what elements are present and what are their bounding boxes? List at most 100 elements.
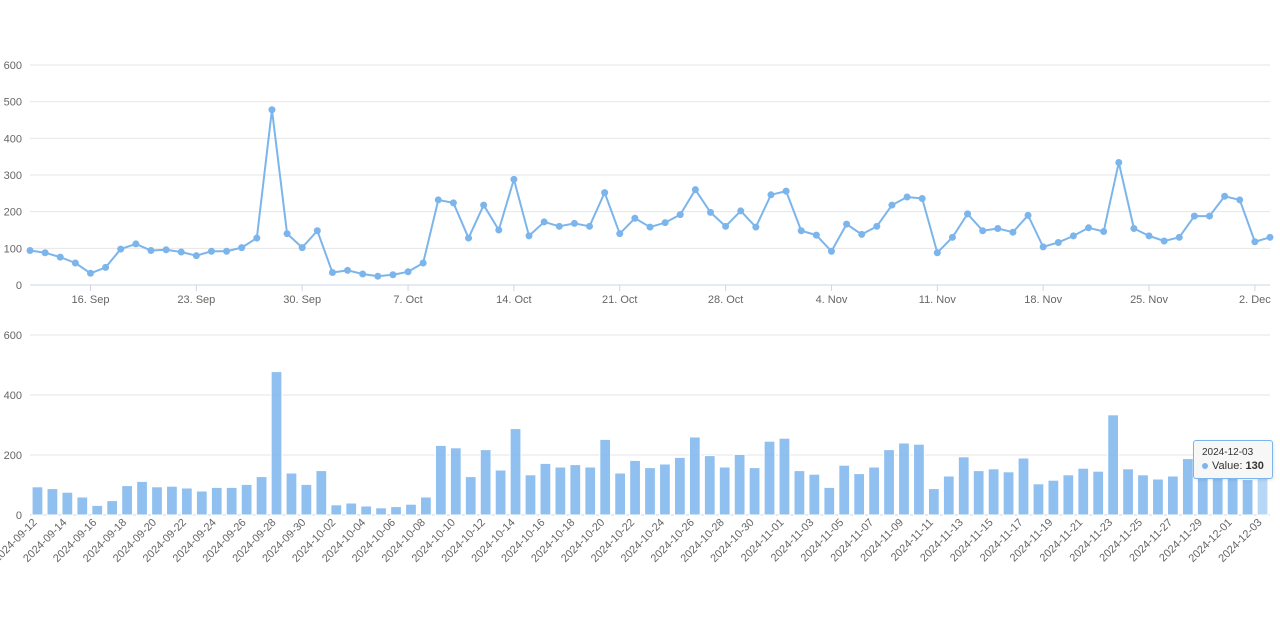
line-chart-marker[interactable] xyxy=(208,248,215,255)
bar-chart-bar[interactable] xyxy=(734,454,745,515)
line-chart-marker[interactable] xyxy=(420,260,427,267)
bar-chart-bar[interactable] xyxy=(122,486,133,515)
bar-chart-bar[interactable] xyxy=(1257,476,1268,515)
bar-chart-bar[interactable] xyxy=(1138,475,1149,515)
line-chart-marker[interactable] xyxy=(662,219,669,226)
line-chart-marker[interactable] xyxy=(1115,159,1122,166)
line-chart-marker[interactable] xyxy=(616,230,623,237)
line-chart-marker[interactable] xyxy=(767,191,774,198)
bar-chart-bar[interactable] xyxy=(181,488,192,515)
bar-chart-bar[interactable] xyxy=(1168,476,1179,515)
bar-chart-bar[interactable] xyxy=(152,487,163,515)
bar-chart-bar[interactable] xyxy=(660,464,671,515)
bar-chart-bar[interactable] xyxy=(689,437,700,515)
line-chart-marker[interactable] xyxy=(541,218,548,225)
bar-chart-bar[interactable] xyxy=(600,439,611,515)
line-chart-marker[interactable] xyxy=(677,211,684,218)
bar-chart-bar[interactable] xyxy=(675,457,686,515)
bar-chart-bar[interactable] xyxy=(391,507,402,515)
bar-chart-bar[interactable] xyxy=(1078,468,1089,515)
line-chart-marker[interactable] xyxy=(934,249,941,256)
bar-chart-bar[interactable] xyxy=(286,473,297,515)
bar-chart-bar[interactable] xyxy=(331,505,342,515)
line-chart-marker[interactable] xyxy=(586,223,593,230)
line-chart-marker[interactable] xyxy=(919,195,926,202)
line-chart-marker[interactable] xyxy=(1100,228,1107,235)
line-chart-marker[interactable] xyxy=(163,246,170,253)
bar-chart-bar[interactable] xyxy=(256,477,267,515)
line-chart-marker[interactable] xyxy=(178,249,185,256)
line-chart-marker[interactable] xyxy=(904,194,911,201)
bar-chart-bar[interactable] xyxy=(1153,479,1164,515)
line-chart-marker[interactable] xyxy=(1025,212,1032,219)
line-chart-marker[interactable] xyxy=(843,221,850,228)
bar-chart-bar[interactable] xyxy=(630,460,641,515)
line-chart-marker[interactable] xyxy=(132,240,139,247)
line-chart-marker[interactable] xyxy=(329,269,336,276)
bar-chart-bar[interactable] xyxy=(167,486,178,515)
line-chart-marker[interactable] xyxy=(87,270,94,277)
line-chart-marker[interactable] xyxy=(949,234,956,241)
line-chart-marker[interactable] xyxy=(223,248,230,255)
line-chart-marker[interactable] xyxy=(888,202,895,209)
line-chart-marker[interactable] xyxy=(147,247,154,254)
bar-chart-bar[interactable] xyxy=(1108,415,1119,515)
line-chart-marker[interactable] xyxy=(1130,225,1137,232)
line-chart-marker[interactable] xyxy=(238,244,245,251)
bar-chart-bar[interactable] xyxy=(241,484,252,515)
line-chart-marker[interactable] xyxy=(1070,232,1077,239)
line-chart-marker[interactable] xyxy=(571,220,578,227)
bar-chart-bar[interactable] xyxy=(914,444,925,515)
line-chart-marker[interactable] xyxy=(465,235,472,242)
bar-chart-bar[interactable] xyxy=(525,475,536,515)
bar-chart-bar[interactable] xyxy=(1242,480,1253,515)
bar-chart-bar[interactable] xyxy=(1123,469,1134,515)
line-chart-marker[interactable] xyxy=(828,248,835,255)
bar-chart-bar[interactable] xyxy=(854,474,865,515)
line-chart-marker[interactable] xyxy=(813,232,820,239)
bar-chart-bar[interactable] xyxy=(794,471,805,515)
line-chart-marker[interactable] xyxy=(450,199,457,206)
line-chart-marker[interactable] xyxy=(556,223,563,230)
bar-chart-bar[interactable] xyxy=(346,503,357,515)
line-chart-marker[interactable] xyxy=(1055,239,1062,246)
line-chart-marker[interactable] xyxy=(692,186,699,193)
line-chart-marker[interactable] xyxy=(510,176,517,183)
bar-chart-bar[interactable] xyxy=(809,474,820,515)
line-chart-marker[interactable] xyxy=(647,224,654,231)
line-chart-marker[interactable] xyxy=(284,230,291,237)
line-chart-marker[interactable] xyxy=(783,188,790,195)
bar-chart-bar[interactable] xyxy=(1063,475,1074,515)
bar-chart-bar[interactable] xyxy=(779,438,790,515)
bar-chart-bar[interactable] xyxy=(196,491,207,515)
line-chart-marker[interactable] xyxy=(495,227,502,234)
line-chart-marker[interactable] xyxy=(57,254,64,261)
line-chart-marker[interactable] xyxy=(1161,238,1168,245)
bar-chart-bar[interactable] xyxy=(435,445,446,515)
line-chart-marker[interactable] xyxy=(873,223,880,230)
bar-chart-bar[interactable] xyxy=(943,476,954,515)
bar-chart-bar[interactable] xyxy=(749,468,760,515)
line-chart-marker[interactable] xyxy=(314,227,321,234)
bar-chart-bar[interactable] xyxy=(824,487,835,515)
line-chart-marker[interactable] xyxy=(1267,234,1274,241)
line-chart-marker[interactable] xyxy=(1009,229,1016,236)
line-chart-marker[interactable] xyxy=(631,215,638,222)
line-chart-marker[interactable] xyxy=(42,249,49,256)
bar-chart-bar[interactable] xyxy=(1033,484,1044,515)
line-chart-marker[interactable] xyxy=(1040,243,1047,250)
bar-chart-bar[interactable] xyxy=(884,450,895,515)
line-chart-marker[interactable] xyxy=(798,227,805,234)
line-chart-marker[interactable] xyxy=(299,244,306,251)
bar-chart-bar[interactable] xyxy=(32,487,43,515)
bar-chart-bar[interactable] xyxy=(137,481,148,515)
bar-chart-bar[interactable] xyxy=(107,501,118,515)
line-chart-marker[interactable] xyxy=(1146,232,1153,239)
line-chart-marker[interactable] xyxy=(1206,213,1213,220)
line-chart-marker[interactable] xyxy=(102,264,109,271)
bar-chart-bar[interactable] xyxy=(615,473,626,515)
line-chart-marker[interactable] xyxy=(268,106,275,113)
line-chart-marker[interactable] xyxy=(344,267,351,274)
line-chart-marker[interactable] xyxy=(526,232,533,239)
bar-chart-bar[interactable] xyxy=(226,487,237,515)
